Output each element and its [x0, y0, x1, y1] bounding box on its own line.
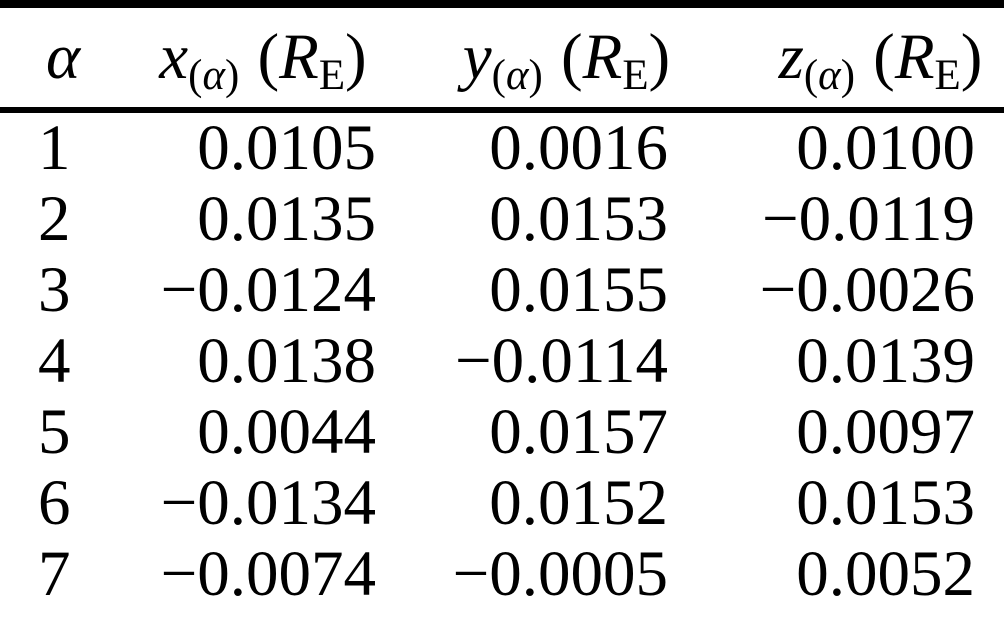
cell-y: −0.0114	[455, 325, 668, 397]
table-row: 6 −0.0134 0.0152 0.0153	[0, 468, 1004, 539]
unit-earth-radii: (RE)	[560, 21, 671, 99]
cell-x: −0.0074	[160, 538, 376, 610]
table-row: 1 0.0105 0.0016 0.0100	[0, 110, 1004, 184]
cell-alpha: 3	[38, 254, 71, 326]
col-header-alpha: α	[0, 4, 138, 113]
cell-x: 0.0105	[197, 112, 376, 184]
cell-y: 0.0153	[489, 183, 668, 255]
cell-alpha: 6	[38, 467, 71, 539]
col-header-y: y(α) (RE)	[388, 4, 678, 113]
cell-x: 0.0044	[197, 396, 376, 468]
table-body: 1 0.0105 0.0016 0.0100 2 0.0135 0.0153 −…	[0, 110, 1004, 639]
table-row: 3 −0.0124 0.0155 −0.0026	[0, 255, 1004, 326]
cell-z: 0.0153	[796, 467, 975, 539]
cell-x: 0.0138	[197, 325, 376, 397]
header-row: α x(α) (RE) y(α) (RE) z(α) (RE)	[0, 4, 1004, 113]
table-row: 7 −0.0074 −0.0005 0.0052	[0, 539, 1004, 639]
cell-x: −0.0134	[160, 467, 376, 539]
cell-z: 0.0052	[796, 538, 975, 610]
alpha-symbol: α	[46, 21, 81, 93]
col-header-z: z(α) (RE)	[678, 4, 1004, 113]
cell-y: 0.0016	[489, 112, 668, 184]
col-header-x: x(α) (RE)	[138, 4, 388, 113]
cell-z: 0.0100	[796, 112, 975, 184]
cell-x: −0.0124	[160, 254, 376, 326]
cell-y: 0.0152	[489, 467, 668, 539]
cell-alpha: 5	[38, 396, 71, 468]
unit-earth-radii: (RE)	[873, 21, 983, 99]
table-row: 5 0.0044 0.0157 0.0097	[0, 397, 1004, 468]
cell-y: −0.0005	[452, 538, 668, 610]
cell-alpha: 4	[38, 325, 71, 397]
cell-z: 0.0097	[796, 396, 975, 468]
cell-y: 0.0155	[489, 254, 668, 326]
cell-alpha: 2	[38, 183, 71, 255]
cell-alpha: 7	[38, 538, 71, 610]
table-row: 2 0.0135 0.0153 −0.0119	[0, 184, 1004, 255]
cell-x: 0.0135	[197, 183, 376, 255]
cell-z: −0.0119	[762, 183, 975, 255]
cell-z: −0.0026	[759, 254, 975, 326]
unit-earth-radii: (RE)	[257, 21, 367, 99]
cell-alpha: 1	[38, 112, 71, 184]
cell-y: 0.0157	[489, 396, 668, 468]
cell-z: 0.0139	[796, 325, 975, 397]
table-header: α x(α) (RE) y(α) (RE) z(α) (RE)	[0, 4, 1004, 113]
table-row: 4 0.0138 −0.0114 0.0139	[0, 326, 1004, 397]
